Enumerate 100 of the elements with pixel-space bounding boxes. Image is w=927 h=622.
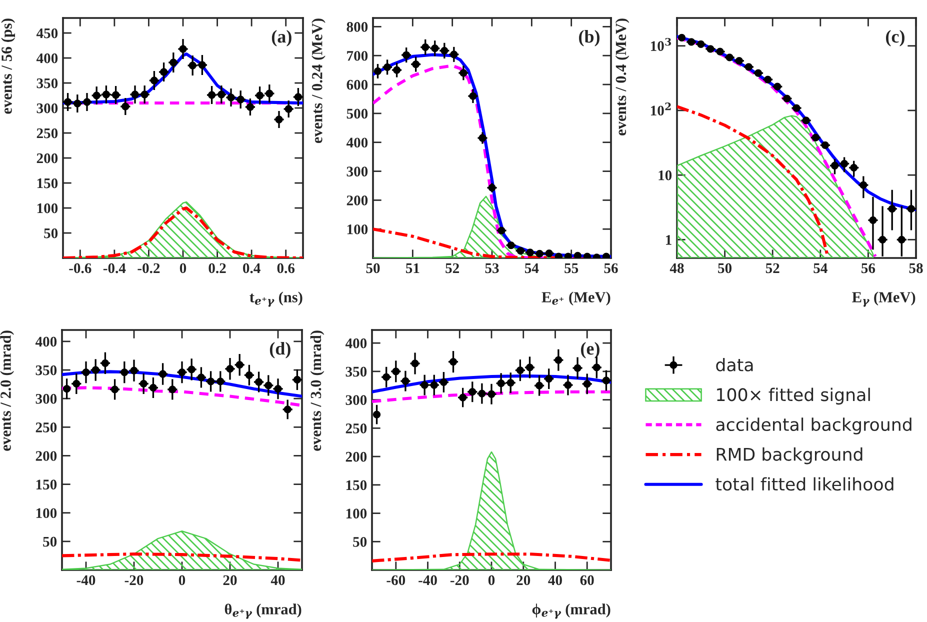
point: [62, 385, 71, 393]
y-tick-label: 150: [36, 480, 57, 490]
x-tick-label: 50: [366, 263, 380, 274]
x-tick-label: 60: [580, 575, 594, 586]
text: (b): [579, 30, 600, 46]
x-tick-label: 0.6: [277, 263, 295, 274]
point: [168, 386, 176, 394]
x-tick-label: -40: [76, 575, 96, 586]
y-tick-label: 400: [346, 138, 368, 148]
point: [478, 134, 486, 142]
y-tick-label: 150: [37, 178, 58, 188]
point: [411, 360, 419, 368]
point: [850, 164, 858, 172]
y-tick-label: 300: [36, 103, 58, 114]
point: [245, 371, 254, 379]
x-tick-label: 0.4: [243, 263, 260, 274]
point: [498, 226, 506, 234]
point: [460, 69, 468, 77]
point: [821, 141, 829, 150]
point: [888, 205, 896, 213]
y-tick-label: 600: [346, 80, 368, 90]
x-tick-label: 51: [406, 263, 420, 274]
legend-label: accidental background: [716, 418, 912, 434]
y-tick-label: 100: [346, 508, 367, 518]
text: (a): [272, 30, 292, 46]
point: [160, 68, 168, 76]
x-tick-label: 40: [548, 575, 562, 586]
y-tick-label: 500: [346, 108, 368, 119]
point: [122, 102, 130, 110]
x-tick-label: 55: [564, 263, 578, 274]
y-tick-label: 300: [346, 395, 367, 405]
y-tick-label: 350: [346, 366, 367, 377]
x-tick-label: 0: [488, 575, 495, 586]
y-tick-label: 100: [36, 508, 57, 518]
text: (e): [581, 342, 600, 358]
x-tick-label: 56: [861, 263, 876, 274]
y-axis-title: events / 56 (ps): [1, 18, 15, 114]
line-series: [372, 552, 611, 562]
x-tick-label: 0.2: [208, 263, 226, 274]
point: [374, 67, 382, 76]
y-tick-label: 400: [36, 53, 58, 64]
y-axis-title: events / 0.4 (MeV): [615, 18, 630, 136]
x-axis-title: E$_{γ}$ (MeV): [852, 292, 916, 307]
point: [488, 184, 496, 192]
x-axis-title: θ$_{e⁺γ}$ (mrad): [224, 604, 302, 619]
point: [226, 365, 234, 373]
x-axis-title: E$_{e⁺}$ (MeV): [542, 292, 610, 306]
x-tick-label: 52: [766, 263, 780, 274]
line-series: [372, 374, 611, 394]
y-axis-title: events / 2.0 (mrad): [0, 330, 14, 451]
y-tick-label: 300: [346, 166, 368, 176]
y-tick-label: 200: [346, 196, 368, 206]
point: [293, 376, 302, 384]
y-tick-label: 300: [36, 394, 57, 404]
point: [140, 380, 148, 388]
line-series: [62, 552, 302, 562]
point: [592, 364, 600, 372]
point: [583, 380, 591, 388]
point: [764, 76, 772, 84]
y-tick-label: 1: [666, 235, 672, 245]
point: [412, 60, 420, 68]
x-tick-label: 54: [524, 263, 539, 274]
point: [898, 236, 906, 244]
x-tick-label: 58: [909, 263, 923, 274]
point: [574, 364, 582, 372]
point: [382, 373, 390, 381]
line-series: [372, 390, 611, 404]
y-tick-label: 250: [36, 128, 58, 138]
legend-label: RMD background: [716, 447, 862, 464]
point: [792, 104, 800, 112]
y-tick-label: 350: [36, 78, 58, 88]
x-tick-label: 52: [446, 263, 459, 274]
point: [878, 236, 886, 244]
point: [392, 368, 400, 376]
x-tick-label: -0.4: [103, 263, 126, 274]
point: [72, 380, 80, 388]
point: [812, 134, 820, 142]
x-tick-label: -60: [386, 575, 406, 586]
point: [275, 116, 283, 124]
point: [150, 76, 158, 84]
point: [860, 181, 868, 189]
point: [869, 216, 877, 224]
point: [507, 241, 515, 250]
x-tick-label: -0.6: [69, 263, 92, 274]
x-tick-label: 50: [718, 263, 732, 274]
y-tick-label: 100: [37, 203, 58, 214]
point: [754, 69, 762, 77]
point: [179, 45, 187, 53]
point: [907, 205, 916, 213]
y-tick-label: 150: [346, 480, 367, 490]
point: [469, 92, 477, 100]
y-tick-label: 400: [35, 336, 57, 347]
y-tick-label: 50: [44, 228, 58, 238]
point: [101, 359, 110, 367]
legend-label: 100× fitted signal: [717, 388, 870, 405]
point: [284, 105, 292, 113]
point: [402, 377, 410, 385]
text: (c): [886, 30, 904, 46]
y-tick-label: 350: [36, 365, 57, 376]
point: [564, 381, 572, 389]
